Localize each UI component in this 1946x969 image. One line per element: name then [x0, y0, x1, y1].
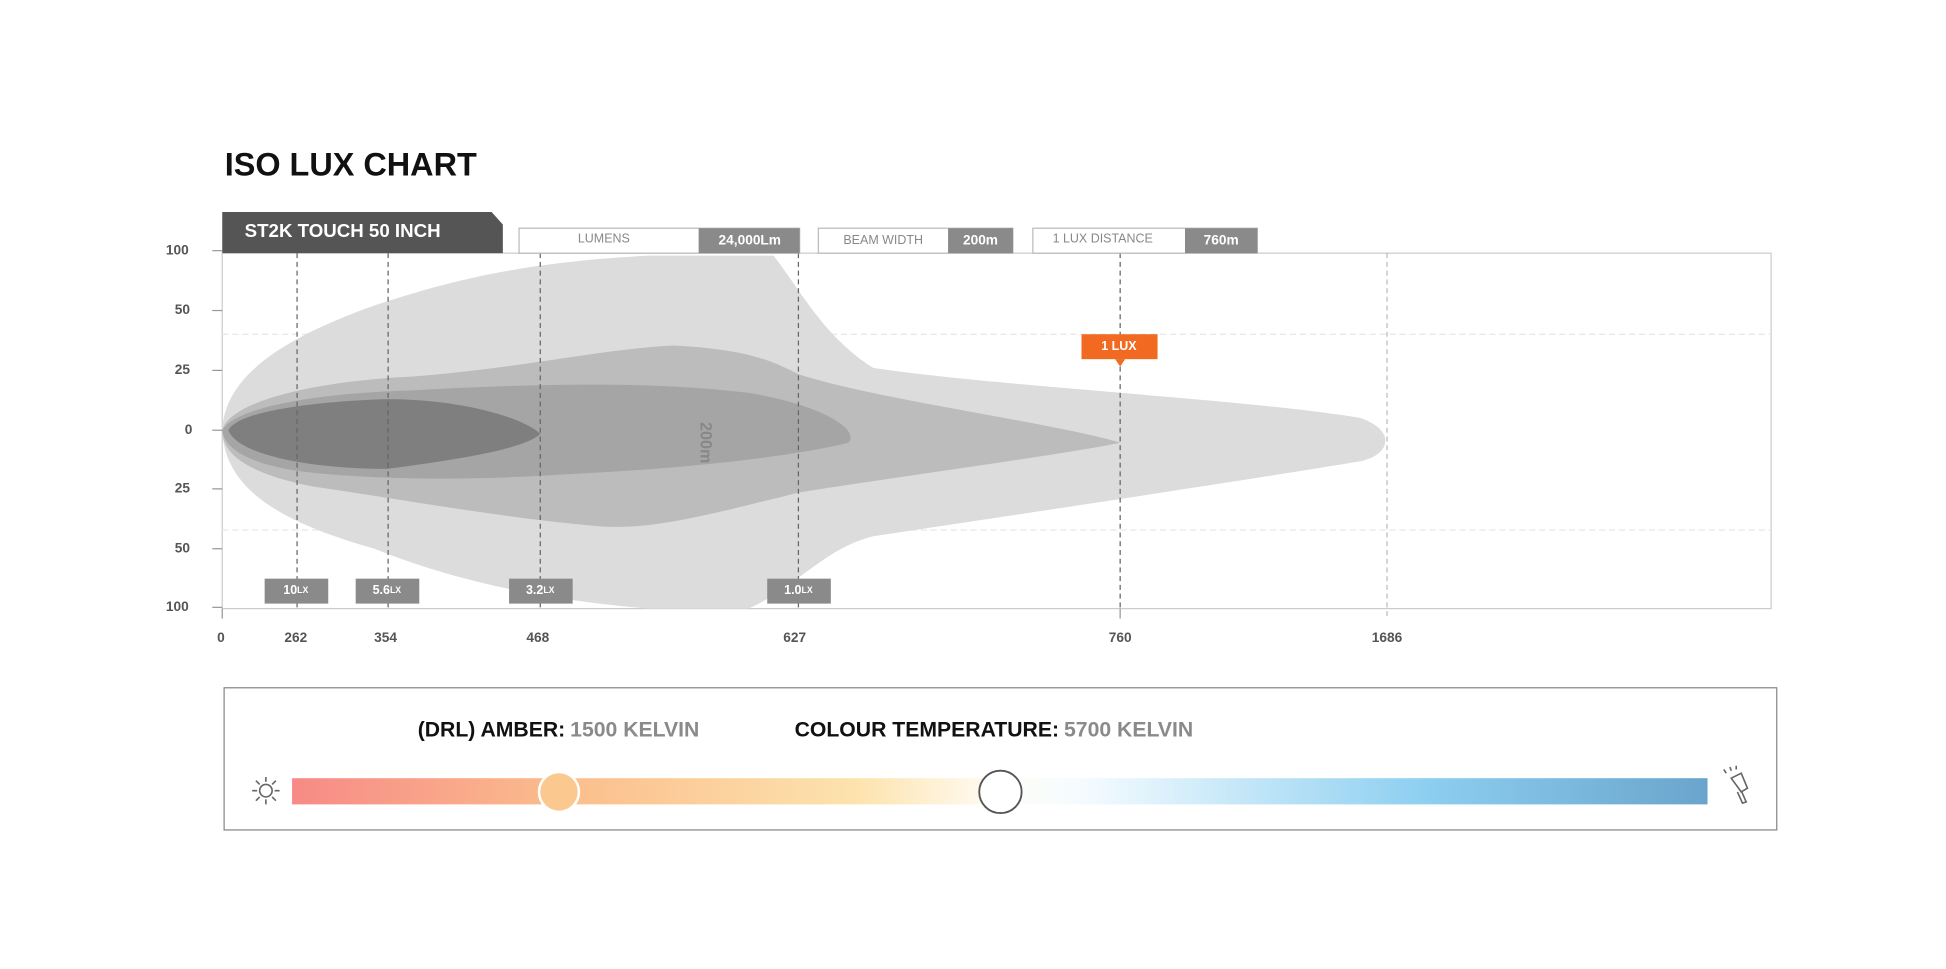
y-label: 0: [185, 422, 193, 437]
y-label: 100: [166, 242, 189, 257]
y-label: 25: [175, 362, 191, 377]
product-name: ST2K TOUCH 50 INCH: [245, 220, 441, 241]
spec-label: BEAM WIDTH: [843, 233, 923, 247]
y-label: 25: [175, 480, 191, 495]
beam-core: [228, 399, 541, 469]
x-label: 354: [374, 630, 397, 645]
spec-label: LUMENS: [578, 232, 630, 246]
sun-icon: [252, 776, 280, 805]
x-label: 760: [1109, 630, 1132, 645]
product-tab: [222, 212, 503, 254]
spec-value: 760m: [1204, 232, 1239, 247]
spec-value-box: [1185, 228, 1258, 254]
lux-marker: [767, 578, 831, 604]
amber-label: (DRL) AMBER:: [418, 718, 566, 741]
colour-knob[interactable]: [978, 769, 1023, 815]
colour-value: 5700 KELVIN: [1064, 718, 1193, 741]
lux-marker: [264, 578, 329, 604]
x-label: 627: [783, 630, 806, 645]
lux-unit: LX: [390, 585, 401, 595]
spec-value: 24,000Lm: [719, 232, 781, 247]
callout-pointer: [1115, 359, 1126, 367]
x-label: 0: [217, 630, 225, 645]
lux-marker: [509, 578, 573, 604]
title: ISO LUX CHART: [225, 147, 477, 183]
lux-unit: LX: [801, 585, 812, 595]
lux-unit: LX: [543, 585, 554, 595]
lux-label: 1.0LX: [784, 583, 813, 597]
spec-value-box: [698, 228, 800, 254]
y-label: 100: [166, 599, 189, 614]
lux-value: 5.6: [373, 583, 390, 597]
spec-value: 200m: [963, 232, 998, 247]
spec-value-box: [948, 228, 1013, 254]
amber-value: 1500 KELVIN: [570, 718, 699, 741]
callout-box: [1081, 334, 1158, 360]
spec-label: 1 LUX DISTANCE: [1053, 232, 1153, 246]
x-label: 1686: [1372, 630, 1403, 645]
lux-unit: LX: [297, 585, 308, 595]
x-label: 468: [526, 630, 549, 645]
colour-label: COLOUR TEMPERATURE:: [795, 718, 1059, 741]
y-label: 50: [175, 540, 191, 555]
lux-value: 1.0: [784, 583, 801, 597]
flashlight-icon: [1723, 765, 1749, 805]
lux-value: 3.2: [526, 583, 543, 597]
lux-marker: [355, 578, 420, 604]
lux-label: 3.2LX: [526, 583, 555, 597]
callout-label: 1 LUX: [1101, 339, 1137, 353]
y-label: 50: [175, 302, 191, 317]
lux-label: 5.6LX: [373, 583, 402, 597]
lux-label: 10LX: [283, 583, 308, 597]
x-label: 262: [284, 630, 307, 645]
amber-knob[interactable]: [537, 770, 581, 814]
beam-label: 200m: [697, 422, 715, 463]
lux-value: 10: [283, 583, 297, 597]
